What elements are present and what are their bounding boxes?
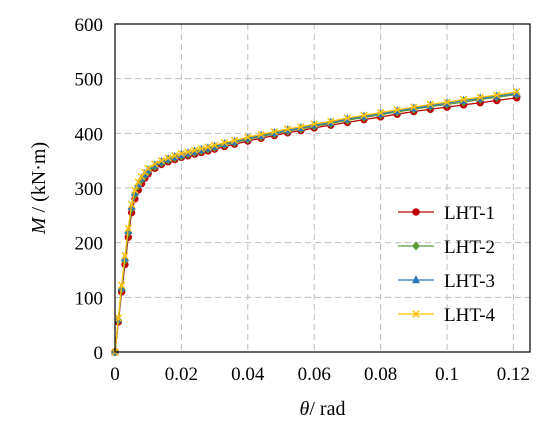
data-point — [210, 141, 219, 150]
data-point — [310, 120, 318, 128]
data-point — [131, 186, 139, 194]
data-point — [171, 152, 179, 160]
data-point — [151, 160, 159, 168]
data-point — [426, 100, 435, 109]
legend-label: LHT-4 — [444, 305, 496, 326]
x-axis-unit: / rad — [309, 398, 345, 420]
x-tick-label: 0.08 — [364, 364, 397, 385]
x-tick-label: 0 — [110, 364, 120, 385]
data-point — [493, 91, 501, 99]
data-point — [117, 281, 126, 290]
y-tick-label: 200 — [75, 234, 104, 255]
data-point — [360, 111, 368, 119]
legend-item: LHT-2 — [398, 237, 495, 258]
data-point — [283, 125, 292, 133]
grid-lines — [115, 23, 530, 352]
data-point — [177, 149, 186, 158]
series-layer — [111, 88, 521, 357]
x-axis-symbol: θ — [300, 398, 310, 420]
data-point — [127, 200, 136, 209]
data-point — [513, 88, 521, 96]
data-point — [376, 108, 385, 117]
y-tick-label: 600 — [75, 15, 104, 36]
data-point — [134, 178, 142, 186]
legend-label: LHT-1 — [444, 203, 495, 224]
legend-item: LHT-1 — [398, 203, 495, 224]
data-point — [244, 133, 252, 141]
x-tick-label: 0.04 — [231, 364, 265, 385]
legend-item: LHT-3 — [398, 271, 495, 292]
data-point — [257, 130, 265, 139]
y-axis-symbol: M — [28, 216, 50, 235]
legend-label: LHT-2 — [444, 237, 495, 258]
data-point — [270, 127, 279, 136]
legend-swatch-marker — [412, 275, 420, 284]
tick-labels: 0 0.02 0.04 0.06 0.08 0.1 0.12 0 100 200 300 400 500… — [75, 15, 531, 385]
series-lht-4 — [111, 88, 521, 356]
data-point — [137, 172, 146, 181]
data-point — [220, 138, 229, 147]
legend-swatch-marker — [412, 208, 420, 216]
data-point — [230, 136, 239, 145]
legend-label: LHT-3 — [444, 271, 495, 292]
data-point — [459, 95, 468, 104]
data-point — [144, 164, 152, 173]
data-point — [204, 143, 212, 151]
x-tick-label: 0.12 — [497, 364, 530, 385]
data-point — [190, 146, 199, 154]
data-point — [164, 154, 172, 162]
data-point — [476, 93, 484, 101]
data-point — [410, 103, 418, 111]
y-tick-label: 300 — [75, 179, 104, 200]
data-point — [297, 123, 305, 131]
y-tick-label: 400 — [75, 124, 104, 145]
data-point — [197, 144, 206, 153]
x-axis-title: θ/ rad — [300, 398, 346, 420]
y-tick-label: 100 — [75, 288, 104, 309]
data-point — [443, 98, 451, 106]
data-point — [393, 106, 401, 114]
x-tick-label: 0.02 — [165, 364, 198, 385]
legend-swatch-marker — [412, 310, 420, 318]
y-tick-label: 500 — [75, 70, 104, 91]
data-point — [124, 224, 132, 233]
data-point — [114, 314, 123, 322]
legend: LHT-1 LHT-2 LHT-3 LHT-4 — [398, 203, 496, 326]
y-axis-unit: / (kN·m) — [28, 142, 50, 218]
x-tick-label: 0.06 — [298, 364, 331, 385]
plot-frame — [114, 23, 531, 353]
legend-item: LHT-4 — [398, 305, 496, 326]
data-point — [121, 252, 129, 260]
data-point — [343, 114, 352, 122]
data-point — [327, 117, 335, 126]
legend-swatch-marker — [412, 241, 420, 251]
y-tick-label: 0 — [94, 343, 104, 364]
y-axis-title: M / (kN·m) — [28, 142, 50, 235]
data-point — [184, 148, 192, 156]
data-point — [157, 156, 166, 165]
x-tick-label: 0.1 — [435, 364, 459, 385]
